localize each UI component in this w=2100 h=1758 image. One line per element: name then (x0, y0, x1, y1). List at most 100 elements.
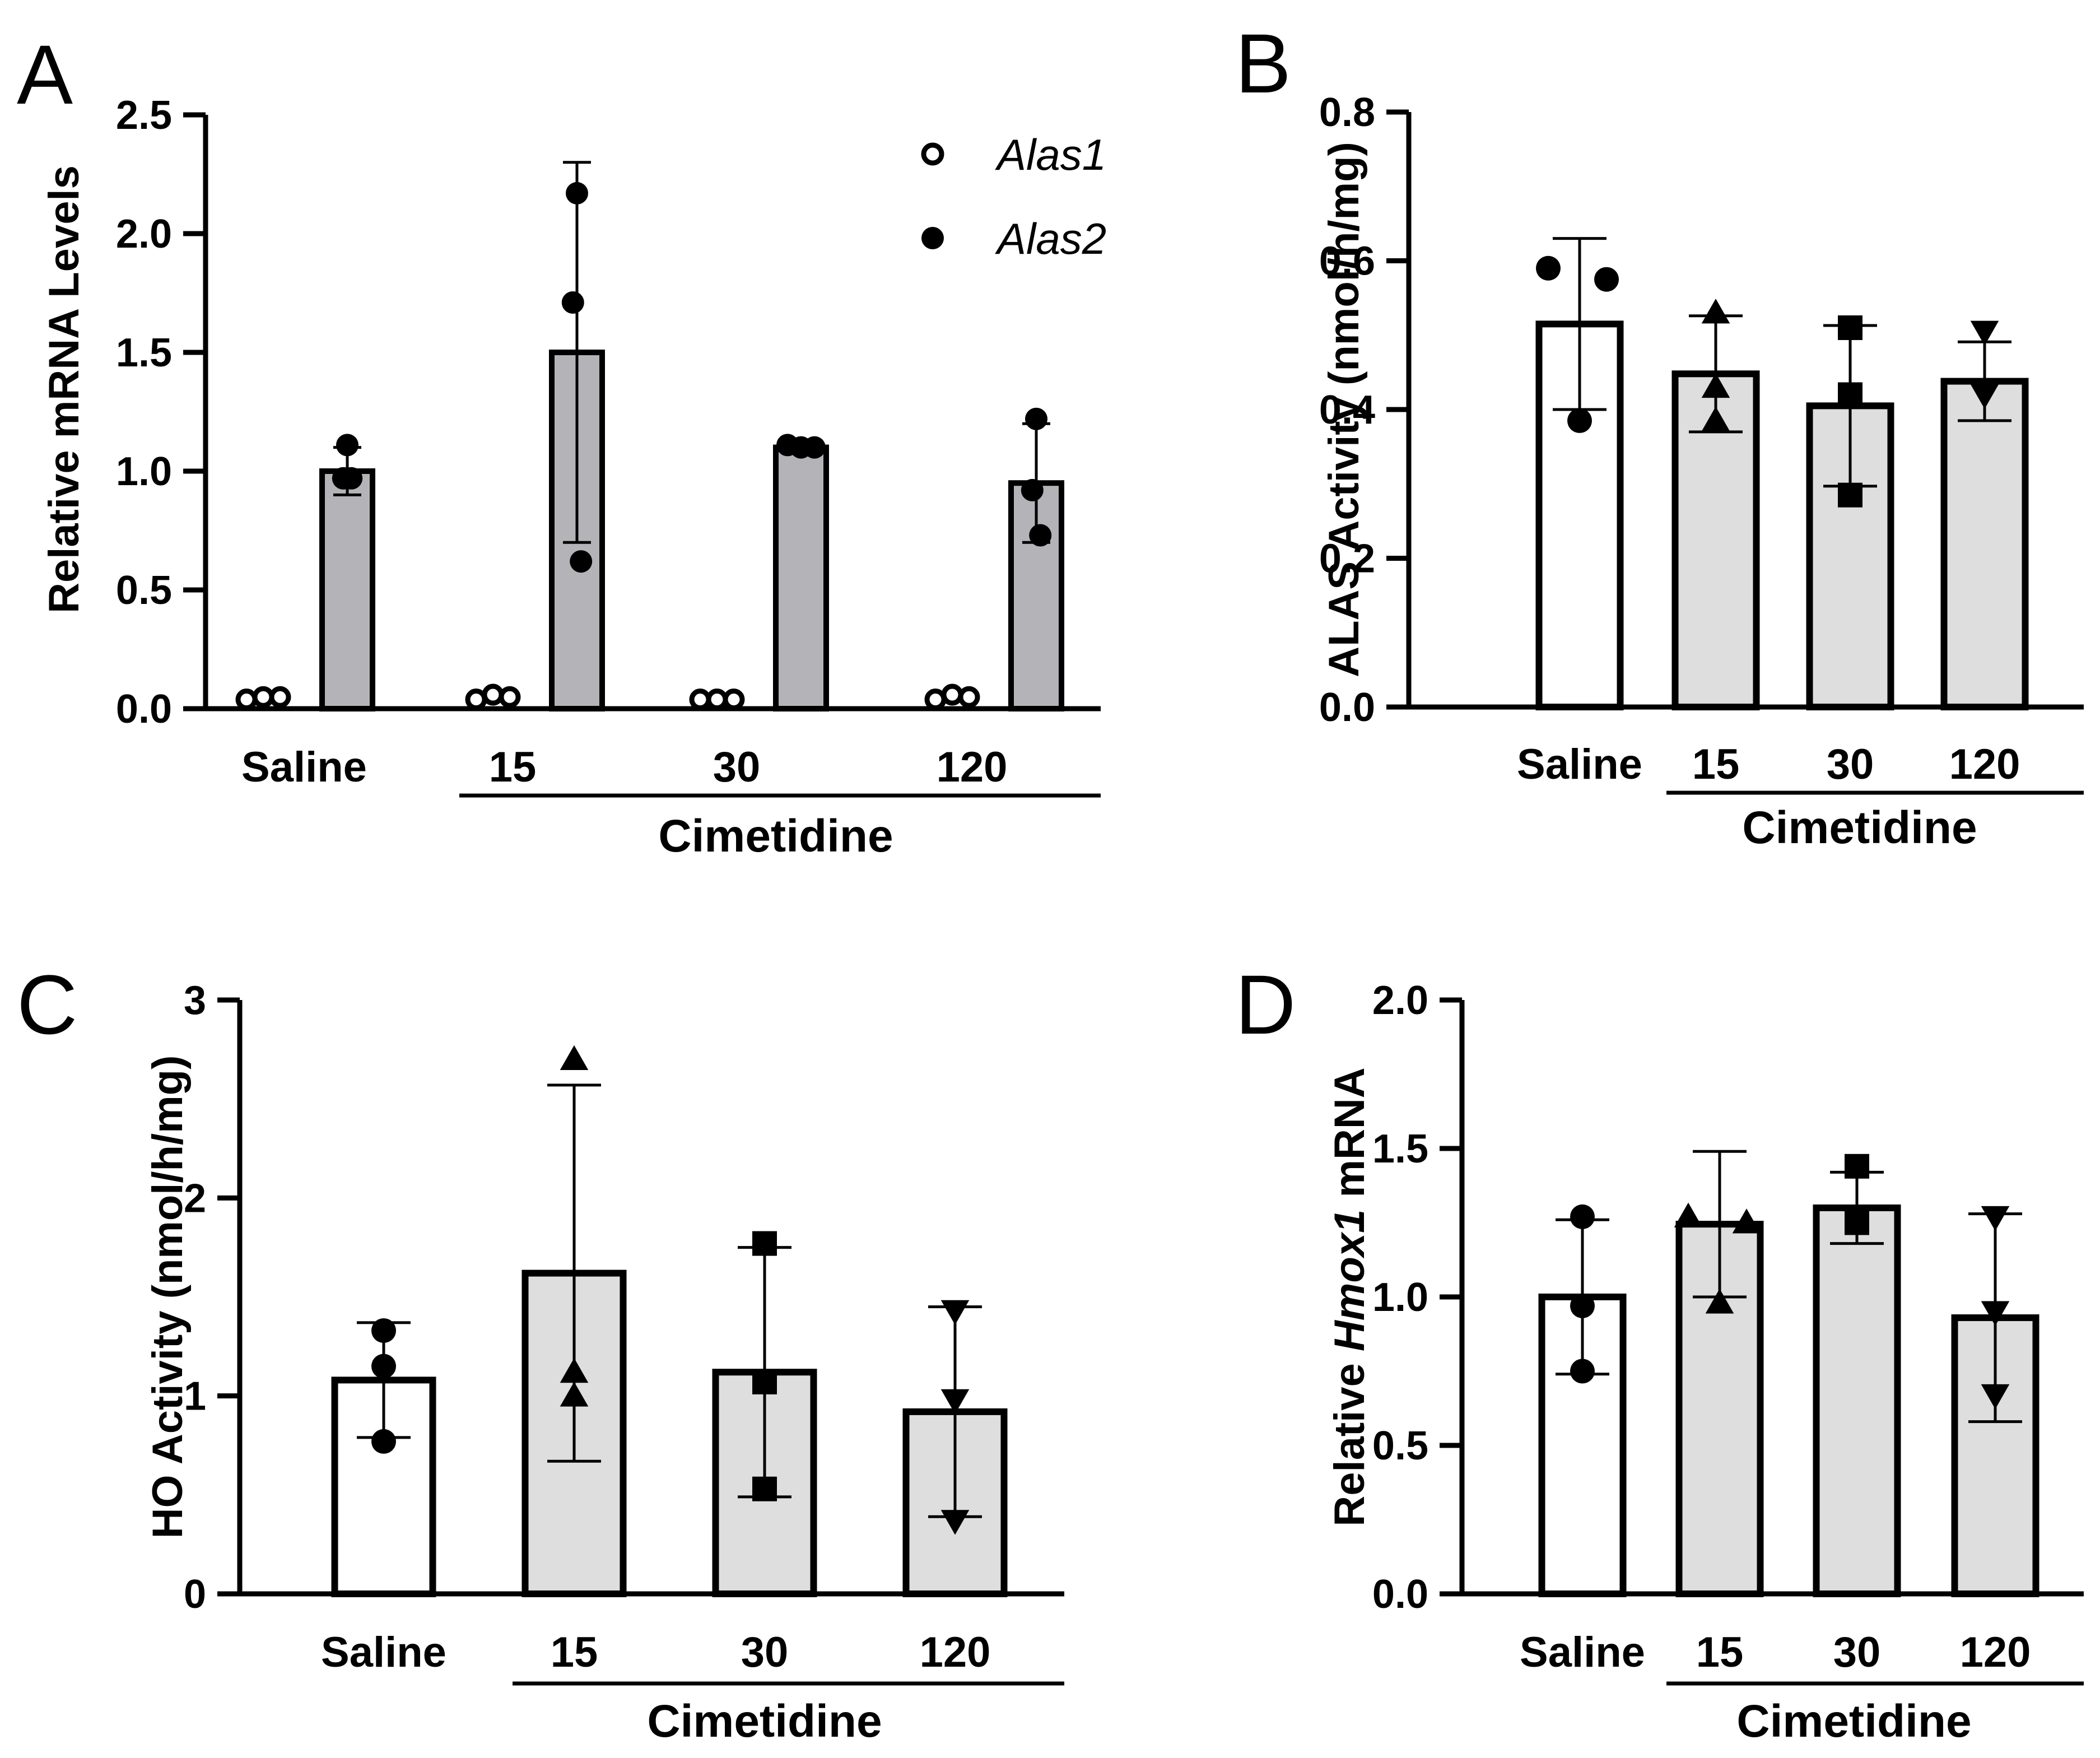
panel-a-category-label: 120 (937, 743, 1008, 791)
panel-c-point (371, 1318, 396, 1343)
panel-c-point (940, 1510, 970, 1535)
panel-a-point-alas2 (561, 291, 584, 314)
panel-a-category-label: 30 (713, 743, 761, 791)
panel-b-category-label: 15 (1692, 741, 1740, 788)
panel-a-y-tick-label: 2.5 (116, 93, 172, 138)
panel-c-category-label: 120 (920, 1629, 991, 1676)
panel-a-point-alas2 (803, 436, 826, 459)
panel-c-y-axis-label: HO Activity (nmol/h/mg) (144, 1055, 192, 1539)
panel-a-legend-marker-alas2 (921, 227, 944, 249)
panel-a-y-tick-label: 1.5 (116, 331, 172, 375)
panel-c-y-tick-label: 0 (184, 1572, 206, 1617)
panel-c-point (560, 1382, 589, 1407)
panel-a-legend-marker-alas1 (921, 142, 944, 166)
panel-d-y-axis-label-part: Hmox1 (1326, 1210, 1373, 1351)
panel-b-category-label: 30 (1827, 741, 1874, 788)
panel-b-point (1970, 384, 1999, 409)
panel-d-category-label: Saline (1520, 1629, 1645, 1676)
panel-a-y-tick-label: 0.0 (116, 687, 172, 732)
panel-c-category-label: Saline (321, 1629, 446, 1676)
panel-d-y-tick-label: 2.0 (1372, 978, 1428, 1023)
panel-b-y-tick-label: 0.2 (1319, 537, 1375, 582)
panel-c-point (560, 1357, 589, 1383)
panel-a-point-alas2 (566, 182, 588, 204)
panel-d-point (1705, 1289, 1734, 1314)
panel-c-point (371, 1429, 396, 1454)
panel-b-y-tick-label: 0.4 (1319, 388, 1375, 432)
panel-b-point (1536, 255, 1561, 281)
panel-a-category-label: Saline (241, 743, 367, 791)
panel-b-point (1838, 315, 1862, 340)
panel-c-point (752, 1476, 777, 1501)
panel-letter-d: D (1235, 957, 1296, 1052)
panel-d-point (1981, 1206, 2010, 1231)
panel-c-y-tick-label: 1 (184, 1374, 206, 1419)
panel-a-legend-label-alas2: Alas2 (995, 214, 1106, 263)
panel-d-group-label: Cimetidine (1736, 1696, 1971, 1747)
panel-b-bar (1940, 378, 2029, 710)
panel-d-y-tick-label: 1.5 (1372, 1127, 1428, 1171)
panel-a-y-tick-label: 1.0 (116, 449, 172, 494)
panel-a-point-alas2 (776, 434, 799, 457)
panel-d-point (1570, 1293, 1595, 1318)
panel-a-y-tick-label: 0.5 (116, 568, 172, 613)
panel-b-category-label: Saline (1517, 741, 1642, 788)
panel-d-y-tick-label: 0.5 (1372, 1424, 1428, 1468)
panel-d-y-tick-label: 0.0 (1372, 1572, 1428, 1617)
panel-d-category-label: 15 (1696, 1629, 1744, 1676)
panel-a-point-alas1 (958, 686, 980, 708)
panel-b-point (1701, 373, 1730, 398)
panel-c-group-label: Cimetidine (647, 1696, 882, 1747)
panel-a-group-label: Cimetidine (658, 811, 893, 862)
panel-a-point-alas1 (482, 683, 504, 706)
panel-b-point (1567, 408, 1592, 433)
panel-d-y-axis-label-part: Relative (1326, 1351, 1373, 1527)
panel-a-point-alas1 (941, 683, 963, 706)
panel-a-legend-label-alas1: Alas1 (995, 130, 1106, 179)
panel-b-chart: 0.0 0.2 0.4 0.6 0.8 Cimetidine Saline 15 30 120 AL… (1319, 90, 2084, 853)
panel-a-point-alas1 (499, 686, 521, 708)
panel-d-y-axis-label-part: mRNA (1326, 1067, 1373, 1209)
panel-d-point (1570, 1359, 1595, 1384)
panel-a-point-alas1 (269, 686, 291, 708)
panel-d-point (1981, 1301, 2010, 1326)
panel-a-point-alas2 (570, 550, 593, 573)
panel-a-point-alas2 (1029, 524, 1052, 547)
panel-c-category-label: 15 (551, 1629, 598, 1676)
panel-c-point (940, 1389, 970, 1415)
panel-d-point (1732, 1208, 1761, 1234)
panel-d-point (1845, 1154, 1869, 1179)
panel-a-category-label: 15 (489, 743, 537, 791)
panel-a-point-alas1 (465, 689, 487, 711)
panel-d-category-label: 120 (1960, 1629, 2031, 1676)
panel-a-point-alas2 (336, 434, 358, 457)
panel-a-point-alas1 (235, 689, 258, 711)
panel-a-bar-alas2 (319, 468, 375, 711)
panel-d-y-tick-label: 1.0 (1372, 1275, 1428, 1320)
panel-d-bar (1813, 1204, 1901, 1597)
panel-c-y-tick-label: 3 (184, 978, 206, 1023)
panel-a-point-alas2 (1021, 478, 1044, 501)
panel-a-bar-alas2 (773, 444, 829, 711)
panel-c-point (752, 1369, 777, 1394)
panel-b-point (1970, 320, 1999, 346)
panel-c-chart: 0 1 2 3 Cimetidine Saline 15 30 120 HO Activity (… (144, 978, 1064, 1747)
panel-b-point (1701, 406, 1730, 431)
panel-a-point-alas2 (340, 467, 363, 490)
panel-b-point (1838, 382, 1862, 407)
panel-b-point (1838, 482, 1862, 508)
panel-c-point (752, 1231, 777, 1256)
panel-b-category-label: 120 (1949, 741, 2020, 788)
panel-b-y-tick-label: 0.0 (1319, 685, 1375, 730)
panel-a-chart: 0.0 0.5 1.0 1.5 2.0 2.5 Cimetidine Saline 15 30 12… (40, 93, 1106, 862)
panel-letter-c: C (17, 957, 77, 1052)
panel-c-point (560, 1045, 589, 1070)
panel-b-y-axis-label: ALAS Activity (nmol/h/mg) (1320, 142, 1368, 677)
panel-d-category-label: 30 (1833, 1629, 1881, 1676)
panel-d-y-axis-label: Relative Hmox1 mRNA (1326, 1067, 1373, 1526)
panel-b-y-tick-label: 0.6 (1319, 239, 1375, 284)
panel-c-point (371, 1354, 396, 1379)
panel-b-point (1701, 299, 1730, 324)
panel-c-y-tick-label: 2 (184, 1176, 206, 1221)
